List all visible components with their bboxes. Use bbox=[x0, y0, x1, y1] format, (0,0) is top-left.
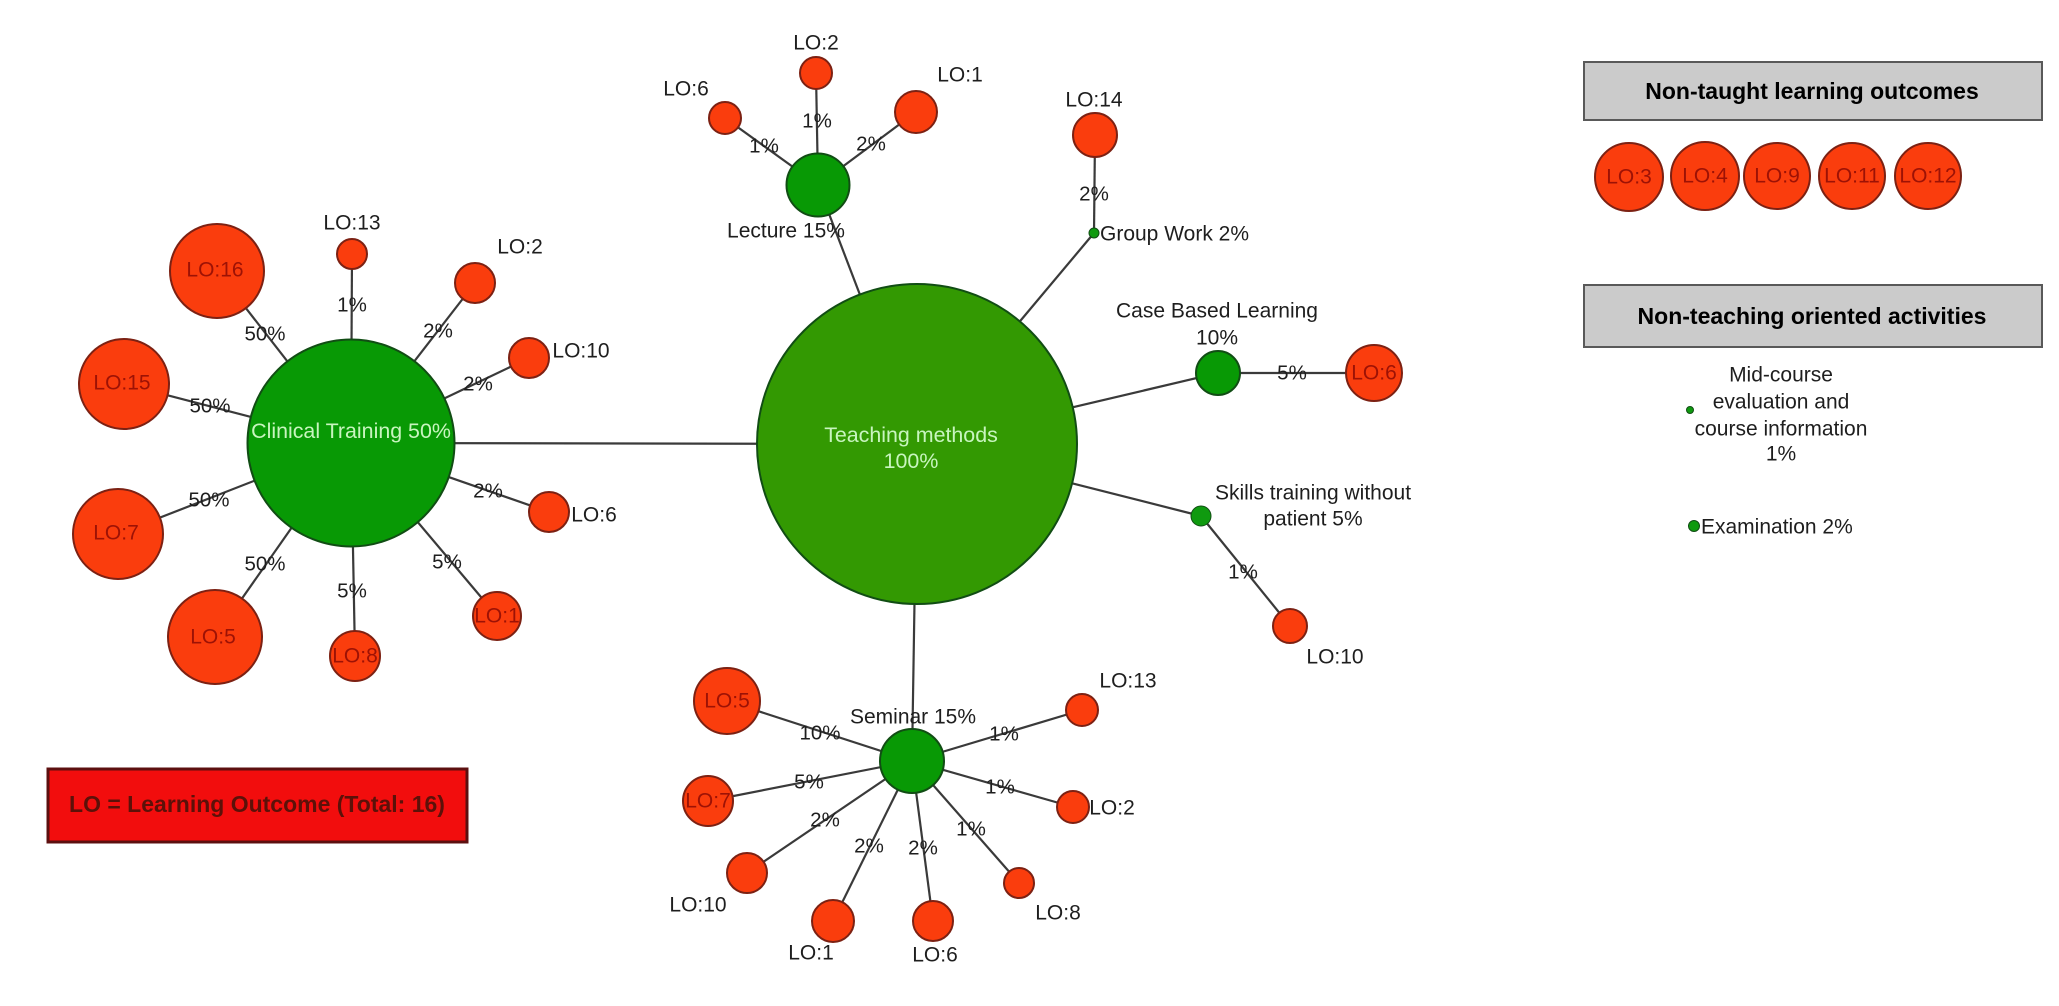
svg-text:Mid-course: Mid-course bbox=[1729, 364, 1833, 387]
svg-text:LO:16: LO:16 bbox=[186, 259, 243, 282]
svg-text:2%: 2% bbox=[908, 837, 938, 860]
svg-text:LO:4: LO:4 bbox=[1682, 165, 1728, 188]
svg-text:LO:11: LO:11 bbox=[1824, 165, 1880, 188]
svg-text:10%: 10% bbox=[799, 722, 840, 745]
svg-text:LO:10: LO:10 bbox=[552, 340, 609, 363]
svg-text:LO:10: LO:10 bbox=[1306, 646, 1363, 669]
svg-text:2%: 2% bbox=[1079, 183, 1109, 206]
svg-text:LO:13: LO:13 bbox=[323, 212, 380, 235]
svg-text:5%: 5% bbox=[794, 771, 824, 794]
svg-text:2%: 2% bbox=[423, 320, 453, 343]
svg-text:LO:6: LO:6 bbox=[663, 78, 709, 101]
svg-text:Teaching methods: Teaching methods bbox=[824, 423, 998, 447]
svg-text:50%: 50% bbox=[244, 553, 285, 576]
svg-text:course information: course information bbox=[1695, 418, 1868, 441]
svg-text:LO:10: LO:10 bbox=[669, 894, 726, 917]
svg-text:10%: 10% bbox=[1196, 327, 1238, 350]
svg-text:LO = Learning Outcome (Total:: LO = Learning Outcome (Total: 16) bbox=[69, 791, 445, 817]
svg-text:LO:6: LO:6 bbox=[1351, 362, 1397, 385]
svg-text:Seminar 15%: Seminar 15% bbox=[850, 706, 976, 729]
svg-text:1%: 1% bbox=[1766, 443, 1796, 466]
svg-text:Examination 2%: Examination 2% bbox=[1701, 516, 1853, 539]
svg-text:LO:7: LO:7 bbox=[685, 790, 731, 813]
svg-text:100%: 100% bbox=[884, 449, 939, 473]
svg-text:LO:8: LO:8 bbox=[1035, 902, 1081, 925]
svg-text:1%: 1% bbox=[749, 135, 779, 158]
svg-text:Clinical Training 50%: Clinical Training 50% bbox=[251, 419, 451, 443]
svg-text:50%: 50% bbox=[244, 323, 285, 346]
svg-text:LO:2: LO:2 bbox=[1089, 797, 1135, 820]
svg-text:2%: 2% bbox=[810, 809, 840, 832]
svg-text:5%: 5% bbox=[337, 580, 367, 603]
svg-text:LO:2: LO:2 bbox=[793, 32, 839, 55]
svg-text:1%: 1% bbox=[989, 723, 1019, 746]
svg-text:LO:8: LO:8 bbox=[332, 645, 378, 668]
svg-text:LO:1: LO:1 bbox=[474, 605, 520, 628]
svg-text:2%: 2% bbox=[856, 133, 886, 156]
svg-text:Non-taught learning outcomes: Non-taught learning outcomes bbox=[1645, 78, 1979, 104]
svg-text:LO:3: LO:3 bbox=[1606, 166, 1652, 189]
svg-text:LO:9: LO:9 bbox=[1754, 165, 1800, 188]
svg-text:5%: 5% bbox=[432, 551, 462, 574]
svg-text:1%: 1% bbox=[1228, 561, 1258, 584]
svg-text:1%: 1% bbox=[956, 818, 986, 841]
svg-text:5%: 5% bbox=[1277, 362, 1307, 385]
svg-text:Case Based Learning: Case Based Learning bbox=[1116, 300, 1318, 323]
svg-text:1%: 1% bbox=[802, 110, 832, 133]
svg-text:Non-teaching oriented activiti: Non-teaching oriented activities bbox=[1638, 303, 1987, 329]
svg-text:LO:1: LO:1 bbox=[937, 64, 983, 87]
svg-text:LO:12: LO:12 bbox=[1899, 165, 1956, 188]
svg-text:50%: 50% bbox=[189, 395, 230, 418]
svg-text:1%: 1% bbox=[337, 294, 367, 317]
svg-text:2%: 2% bbox=[473, 480, 503, 503]
svg-text:LO:7: LO:7 bbox=[93, 522, 139, 545]
svg-text:evaluation and: evaluation and bbox=[1713, 391, 1850, 414]
svg-text:LO:14: LO:14 bbox=[1065, 89, 1123, 112]
svg-text:2%: 2% bbox=[854, 835, 884, 858]
svg-text:LO:6: LO:6 bbox=[571, 504, 617, 527]
svg-text:LO:13: LO:13 bbox=[1099, 670, 1156, 693]
svg-text:2%: 2% bbox=[463, 373, 493, 396]
svg-text:Group Work 2%: Group Work 2% bbox=[1100, 223, 1249, 246]
svg-text:LO:2: LO:2 bbox=[497, 236, 543, 259]
svg-text:LO:5: LO:5 bbox=[190, 626, 236, 649]
svg-text:LO:1: LO:1 bbox=[788, 942, 834, 965]
svg-text:LO:5: LO:5 bbox=[704, 690, 750, 713]
svg-text:Skills training without: Skills training without bbox=[1215, 482, 1411, 505]
svg-text:1%: 1% bbox=[985, 776, 1015, 799]
svg-text:LO:15: LO:15 bbox=[93, 372, 150, 395]
svg-text:50%: 50% bbox=[188, 489, 229, 512]
svg-text:patient 5%: patient 5% bbox=[1263, 508, 1362, 531]
svg-text:LO:6: LO:6 bbox=[912, 944, 958, 967]
svg-text:Lecture 15%: Lecture 15% bbox=[727, 220, 845, 243]
